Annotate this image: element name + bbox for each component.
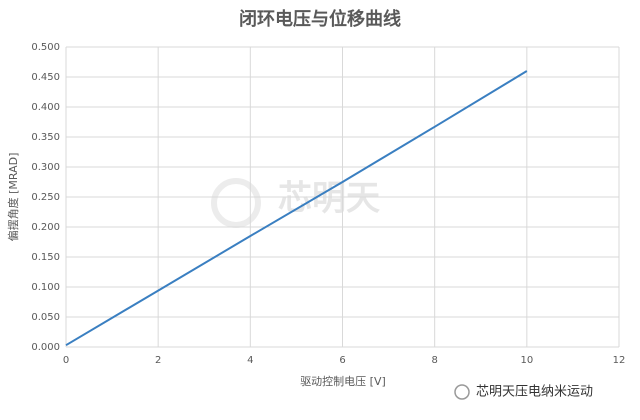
x-tick-label: 2 [155,355,161,366]
data-line [65,70,528,347]
y-tick-label: 0.000 [31,342,60,353]
y-tick-label: 0.100 [31,282,60,293]
x-tick-label: 0 [63,355,69,366]
y-tick-label: 0.150 [31,252,60,263]
x-axis-title: 驱动控制电压 [V] [300,374,386,388]
x-tick-label: 4 [247,355,253,366]
chart-title: 闭环电压与位移曲线 [239,8,401,30]
watermark-logo: 芯明天 [211,178,380,228]
y-tick-label: 0.050 [31,312,60,323]
y-tick-label: 0.300 [31,162,60,173]
y-tick-label: 0.200 [31,222,60,233]
footer: 芯明天压电纳米运动 [476,385,593,400]
x-tick-label: 10 [520,355,533,366]
watermark: 芯明天 [278,179,380,219]
y-tick-label: 0.500 [31,42,60,53]
x-tick-label: 12 [613,355,626,366]
y-tick-label: 0.250 [31,192,60,203]
y-tick-label: 0.400 [31,102,60,113]
x-tick-label: 8 [431,355,437,366]
y-tick-label: 0.450 [31,72,60,83]
footer-badge: 芯明天压电纳米运动 [454,384,593,400]
y-axis-title: 偏摆角度 [MRAD] [6,153,20,242]
y-tick-label: 0.350 [31,132,60,143]
x-tick-label: 6 [339,355,345,366]
